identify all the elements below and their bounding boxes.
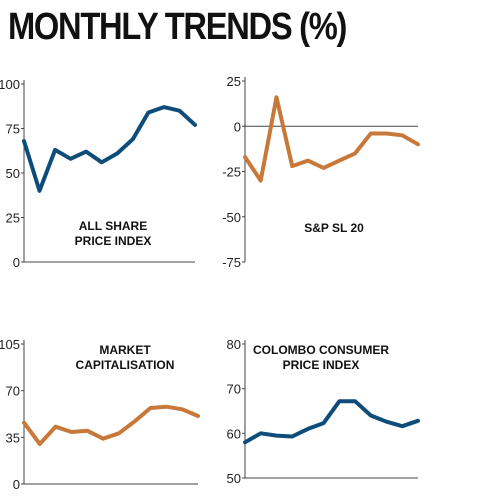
y-tick-label: 25 — [6, 211, 20, 226]
y-tick-label: 35 — [6, 430, 20, 445]
y-tick-label: -50 — [222, 210, 241, 225]
chart-label: COLOMBO CONSUMER — [253, 343, 389, 357]
y-tick-label: 100 — [0, 77, 20, 92]
y-tick-label: 0 — [13, 255, 20, 270]
series-line — [22, 404, 200, 446]
chart-label: S&P SL 20 — [304, 221, 364, 235]
chart-2: 25 0 -25 -50 -75 S&P SL 20 — [222, 74, 420, 270]
y-tick-label: 50 — [227, 471, 241, 486]
chart-label: PRICE INDEX — [75, 234, 152, 248]
y-tick-label: 105 — [0, 337, 20, 352]
series-line — [22, 105, 197, 193]
y-tick-label: 75 — [6, 122, 20, 137]
y-tick-label: -75 — [222, 255, 241, 270]
chart-label: MARKET — [99, 343, 151, 357]
chart-label: CAPITALISATION — [76, 358, 175, 372]
chart-label: PRICE INDEX — [283, 358, 360, 372]
series-line — [243, 399, 420, 445]
y-tick-label: 0 — [234, 119, 241, 134]
y-tick-label: 70 — [227, 382, 241, 397]
y-tick-label: 70 — [6, 384, 20, 399]
series-line — [243, 95, 420, 183]
y-tick-label: 50 — [6, 166, 20, 181]
y-tick-label: 80 — [227, 337, 241, 352]
chart-label: ALL SHARE — [79, 219, 147, 233]
y-tick-label: 0 — [13, 477, 20, 492]
y-tick-label: 25 — [227, 74, 241, 89]
y-tick-label: -25 — [222, 165, 241, 180]
page-title: MONTHLY TRENDS (%) — [8, 6, 347, 48]
y-tick-label: 60 — [227, 426, 241, 441]
